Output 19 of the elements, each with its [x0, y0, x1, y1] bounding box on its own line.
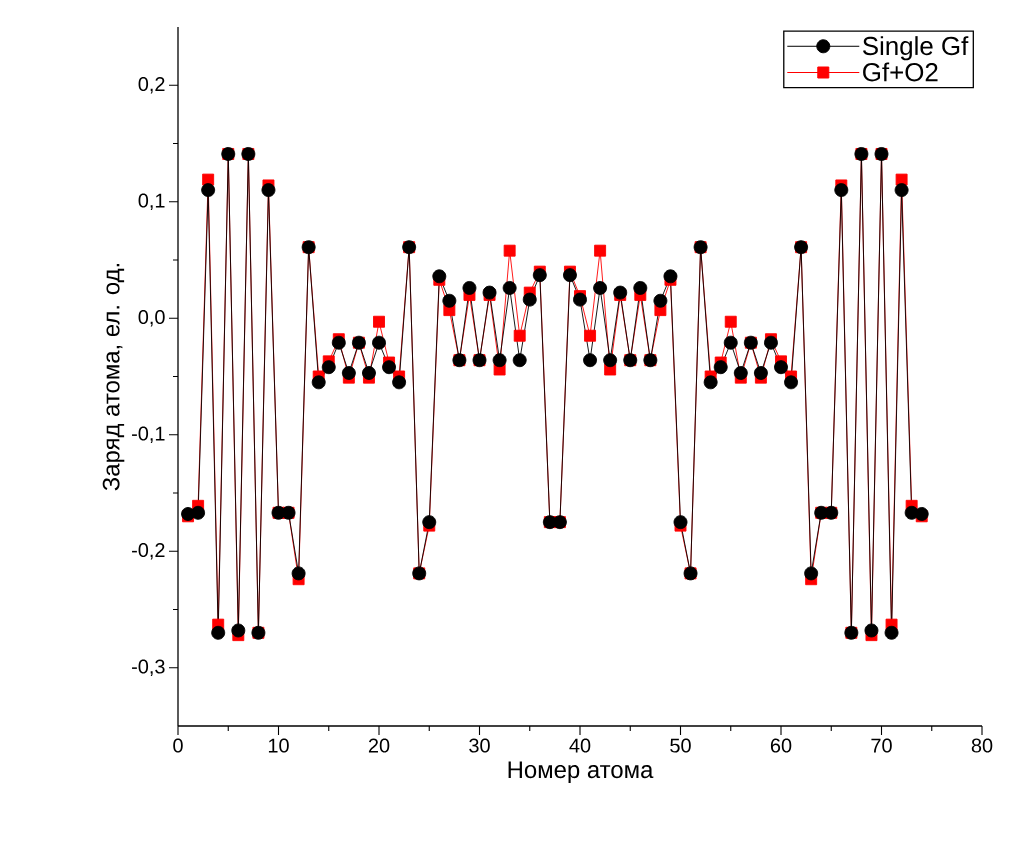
x-tick-label: 70 [871, 738, 892, 753]
y-tick-label: 0,2 [138, 77, 165, 94]
legend-label: Gf+O2 [863, 62, 938, 82]
x-axis-title: Номер атома [508, 761, 654, 783]
x-tick-label: 0 [173, 738, 183, 753]
x-tick-label: 80 [971, 738, 993, 753]
y-tick-label: 0,1 [138, 193, 165, 210]
x-tick-label: 50 [670, 738, 691, 753]
legend-label: Single Gf [862, 36, 969, 61]
x-tick-label: 60 [770, 738, 792, 753]
x-tick-label: 20 [368, 738, 390, 753]
x-tick-label: 10 [268, 738, 289, 753]
y-tick-label: -0,1 [132, 426, 165, 443]
y-tick-label: -0,2 [132, 543, 165, 560]
y-tick-label: 0,0 [138, 310, 165, 327]
y-tick-label: -0,3 [132, 659, 165, 676]
y-axis-title: Заряд атома, ел. од. [102, 264, 125, 491]
x-tick-label: 40 [569, 738, 591, 753]
x-tick-label: 30 [469, 738, 490, 753]
